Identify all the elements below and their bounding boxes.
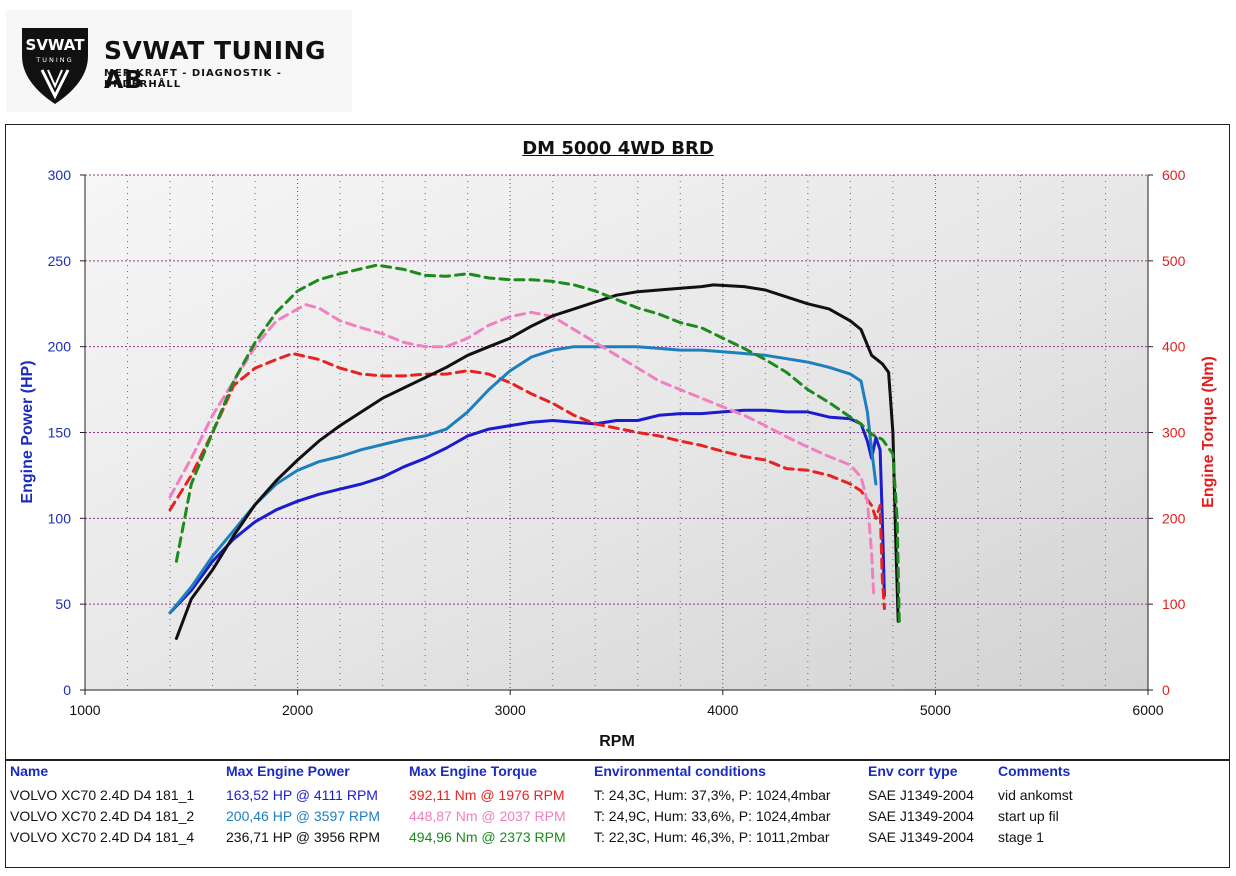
- legend-header: Max Engine Torque: [409, 763, 538, 779]
- legend-max-power: 200,46 HP @ 3597 RPM: [226, 808, 381, 824]
- legend-corr-type: SAE J1349-2004: [868, 829, 974, 845]
- x-tick-label: 2000: [282, 702, 313, 718]
- legend-run-name: VOLVO XC70 2.4D D4 181_4: [10, 829, 195, 845]
- y-left-tick-label: 100: [48, 510, 72, 526]
- series-line-181_1-torque: [168, 352, 886, 610]
- x-tick-label: 4000: [707, 702, 738, 718]
- legend-env-conditions: T: 24,3C, Hum: 37,3%, P: 1024,4mbar: [594, 787, 831, 803]
- y-right-tick-label: 300: [1162, 425, 1186, 441]
- x-tick-label: 5000: [920, 702, 951, 718]
- legend-header: Comments: [998, 763, 1071, 779]
- x-axis-label: RPM: [599, 733, 635, 750]
- y-left-tick-label: 300: [48, 167, 72, 183]
- y-left-tick-label: 250: [48, 253, 72, 269]
- axes: 1000 2000 3000 4000 5000 60000501001502002503…: [48, 167, 1186, 718]
- plot-area: [85, 175, 1148, 690]
- chart-title: DM 5000 4WD BRD: [522, 138, 714, 159]
- legend-header: Env corr type: [868, 763, 958, 779]
- legend-max-torque: 494,96 Nm @ 2373 RPM: [409, 829, 566, 845]
- legend-max-power: 236,71 HP @ 3956 RPM: [226, 829, 381, 845]
- x-tick-label: 3000: [495, 702, 526, 718]
- legend-header: Max Engine Power: [226, 763, 350, 779]
- series-line-181_4-power: [174, 283, 900, 640]
- y-axis-right-label: Engine Torque (Nm): [1200, 356, 1217, 508]
- y-left-tick-label: 50: [55, 596, 71, 612]
- y-right-tick-label: 100: [1162, 596, 1186, 612]
- x-tick-label: 1000: [69, 702, 100, 718]
- legend-env-conditions: T: 22,3C, Hum: 46,3%, P: 1011,2mbar: [594, 829, 830, 845]
- y-right-tick-label: 200: [1162, 510, 1186, 526]
- y-right-tick-label: 400: [1162, 339, 1186, 355]
- legend-header: Environmental conditions: [594, 763, 766, 779]
- svwat-shield-logo: SVWAT TUNING: [22, 28, 88, 104]
- logo-wordmark: SVWAT: [26, 36, 86, 54]
- grid: [85, 174, 1148, 690]
- brand-tagline: MER KRAFT - DIAGNOSTIK - UNDERHÅLL: [104, 68, 282, 90]
- brand-name: SVWAT TUNING AB: [104, 36, 326, 94]
- legend-max-torque: 392,11 Nm @ 1976 RPM: [409, 787, 565, 803]
- legend-max-torque: 448,87 Nm @ 2037 RPM: [409, 808, 566, 824]
- legend-env-conditions: T: 24,9C, Hum: 33,6%, P: 1024,4mbar: [594, 808, 831, 824]
- legend-run-name: VOLVO XC70 2.4D D4 181_1: [10, 787, 195, 803]
- legend-comment: stage 1: [998, 829, 1044, 845]
- legend-max-power: 163,52 HP @ 4111 RPM: [226, 787, 378, 803]
- legend-table: Name Max Engine Power Max Engine Torque Env…: [5, 760, 1230, 868]
- y-right-tick-label: 500: [1162, 253, 1186, 269]
- legend-run-name: VOLVO XC70 2.4D D4 181_2: [10, 808, 195, 824]
- x-tick-label: 6000: [1132, 702, 1163, 718]
- y-left-tick-label: 150: [48, 425, 72, 441]
- legend-comment: start up fil: [998, 808, 1059, 824]
- series-layer: [168, 263, 901, 640]
- y-right-tick-label: 600: [1162, 167, 1186, 183]
- legend-comment: vid ankomst: [998, 787, 1073, 803]
- legend-header: Name: [10, 763, 49, 779]
- y-left-tick-label: 200: [48, 339, 72, 355]
- series-line-181_2-power: [168, 345, 878, 615]
- series-line-181_4-torque: [174, 263, 901, 623]
- legend-corr-type: SAE J1349-2004: [868, 787, 974, 803]
- header-banner: SVWAT TUNING SVWAT TUNING AB MER KRAFT -…: [6, 10, 352, 112]
- y-left-tick-label: 0: [63, 682, 71, 698]
- legend-corr-type: SAE J1349-2004: [868, 808, 974, 824]
- y-axis-left-label: Engine Power (HP): [19, 360, 36, 503]
- y-right-tick-label: 0: [1162, 682, 1170, 698]
- logo-subtext: TUNING: [35, 56, 73, 64]
